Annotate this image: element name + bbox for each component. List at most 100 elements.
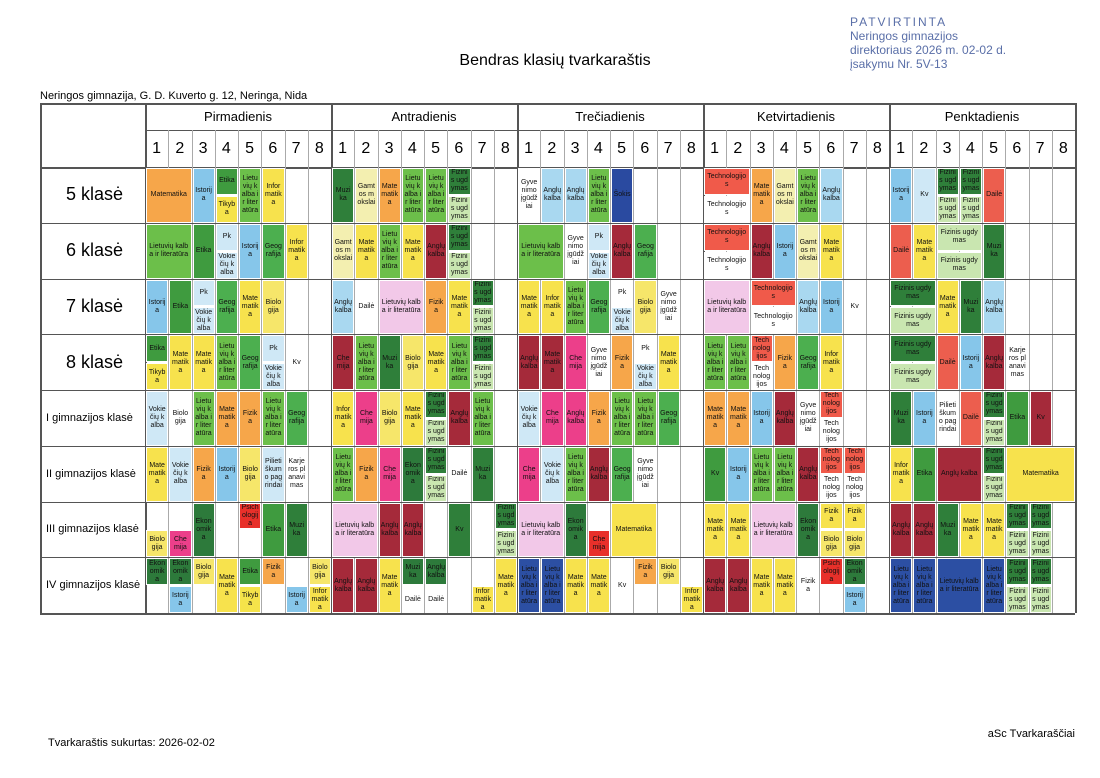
- lesson-text: Fizinis ugdymas: [894, 284, 932, 300]
- lesson-text: Technologijos: [846, 448, 864, 472]
- lesson: Anglų kalba: [332, 279, 355, 335]
- lesson: Lietuvių kalba ir literatūra: [355, 335, 378, 390]
- period-number: 1: [710, 140, 720, 157]
- lesson-text: Matematika: [358, 239, 375, 263]
- lesson: Biologija: [239, 446, 262, 502]
- lesson: Etika: [192, 223, 215, 279]
- lesson: Lietuvių kalba ir literatūra: [936, 558, 982, 613]
- lesson-text: Karjeros planavimas: [1008, 346, 1026, 378]
- lesson-text: Gyvenimo įgūdžiai: [520, 179, 538, 211]
- lesson: Fizinis ugdymas: [936, 223, 982, 251]
- lesson-text: Dailė: [893, 247, 910, 255]
- period-number: 2: [547, 140, 557, 157]
- lesson: Fizinis ugdymas: [494, 502, 517, 530]
- lesson: Istorija: [169, 586, 192, 613]
- lesson: Biologija: [146, 530, 169, 558]
- title: Bendras klasių tvarkaraštis: [459, 52, 651, 69]
- lesson-text: Gyvenimo įgūdžiai: [567, 235, 584, 267]
- period-line: [819, 130, 821, 613]
- lesson: Dailė: [936, 335, 959, 390]
- period-line: [540, 130, 542, 613]
- border: [40, 613, 1075, 615]
- lesson-text: Chemija: [592, 535, 606, 551]
- lesson: Muzika: [285, 502, 308, 558]
- lesson: Fizinis ugdymas: [425, 391, 448, 418]
- lesson-text: Chemija: [173, 535, 187, 551]
- lesson-text: Matematika: [427, 350, 445, 374]
- day-name: Trečiadienis: [575, 109, 645, 124]
- lesson-text: Istorija: [241, 243, 259, 259]
- lesson-text: Fizinis ugdymas: [940, 229, 978, 245]
- class-name: 8 klasė: [65, 351, 124, 372]
- lesson-text: Vokiečių kalba: [520, 406, 538, 430]
- lesson: Kv: [843, 279, 866, 335]
- lesson: Karjeros planavimas: [285, 446, 308, 502]
- lesson-text: Lietuvių kalba ir literatūra: [730, 342, 747, 382]
- lesson: Vokiečių kalba: [215, 251, 238, 279]
- row-line: [40, 222, 1075, 224]
- lesson-text: Lietuvių kalba ir literatūra: [195, 398, 212, 438]
- lesson: Informatika: [285, 223, 308, 279]
- lesson: Informatika: [332, 391, 355, 446]
- lesson: Lietuvių kalba ir literatūra: [564, 446, 587, 502]
- lesson: Anglų kalba: [564, 391, 587, 446]
- lesson: Anglų kalba: [890, 502, 913, 558]
- lesson: Lietuvių kalba ir literatūra: [750, 502, 796, 558]
- period-line: [726, 130, 728, 613]
- lesson-text: Šokis: [613, 191, 631, 199]
- lesson: Etika: [1006, 391, 1029, 446]
- lesson: Anglų kalba: [727, 558, 750, 613]
- lesson: Fizinis ugdymas: [890, 307, 936, 335]
- period-number: 8: [872, 140, 882, 157]
- lesson: Lietuvių kalba ir literatūra: [378, 223, 401, 279]
- lesson: Anglų kalba: [913, 502, 936, 558]
- lesson: Kv: [611, 558, 634, 613]
- lesson: Informatika: [680, 586, 703, 613]
- lesson-text: Matematika: [497, 573, 515, 597]
- lesson-text: Dailė: [986, 191, 1003, 199]
- period-number: 4: [965, 140, 975, 157]
- lesson-text: Biologija: [846, 535, 863, 551]
- period-line: [191, 130, 193, 613]
- lesson: Muzika: [959, 279, 982, 335]
- lesson-text: Lietuvių kalba ir literatūra: [590, 175, 608, 215]
- lesson: Chemija: [587, 530, 610, 558]
- lesson-text: Psichologija: [241, 503, 259, 527]
- lesson-text: Anglų kalba: [357, 577, 376, 593]
- lesson: Matematika: [518, 279, 541, 335]
- lesson: Gyvenimo įgūdžiai: [634, 446, 657, 502]
- lesson: Lietuvių kalba ir literatūra: [727, 335, 750, 390]
- lesson: Matematika: [727, 502, 750, 558]
- row-line: [40, 501, 1075, 503]
- period-number: 7: [1035, 140, 1045, 157]
- stamp-line: direktoriaus 2026 m. 02-02 d.: [850, 43, 1007, 57]
- lesson-text: Fizinis ugdymas: [940, 257, 978, 273]
- lesson-text: Biologija: [637, 298, 654, 314]
- period-line: [238, 130, 239, 613]
- lesson-text: Fizinis ugdymas: [450, 169, 468, 193]
- lesson-text: Fizinis ugdymas: [894, 340, 932, 356]
- lesson-text: Fizinis ugdymas: [939, 197, 957, 221]
- lesson: Pilietiškumo pagrindai: [936, 391, 959, 446]
- lesson: Lietuvių kalba ir literatūra: [913, 558, 936, 613]
- lesson-text: Technologijos: [753, 336, 771, 360]
- lesson-text: Lietuvių kalba ir literatūra: [637, 398, 654, 438]
- lesson: Technologijos: [704, 168, 750, 195]
- lesson-text: Technologijos: [707, 201, 747, 217]
- lesson: Dailė: [959, 391, 982, 446]
- lesson-text: Lietuvių kalba ir literatūra: [706, 342, 724, 382]
- lesson: Fizika: [425, 279, 448, 335]
- lesson: Anglų kalba: [611, 223, 634, 279]
- lesson-text: Matematika: [660, 350, 677, 374]
- footer-brand: aSc Tvarkaraščiai: [987, 728, 1075, 740]
- lesson-text: Gamtos mokslai: [775, 183, 794, 207]
- lesson-text: Technologijos: [753, 312, 793, 328]
- lesson: Anglų kalba: [983, 279, 1006, 335]
- lesson: Vokiečių kalba: [192, 307, 215, 335]
- lesson-text: Fizinis ugdymas: [985, 392, 1003, 416]
- period-line: [354, 130, 356, 613]
- lesson-text: Lietuvių kalba ir literatūra: [799, 175, 817, 215]
- lesson-text: Technologijos: [822, 392, 840, 416]
- lesson-text: Fizika: [800, 577, 816, 593]
- period-number: 4: [779, 140, 789, 157]
